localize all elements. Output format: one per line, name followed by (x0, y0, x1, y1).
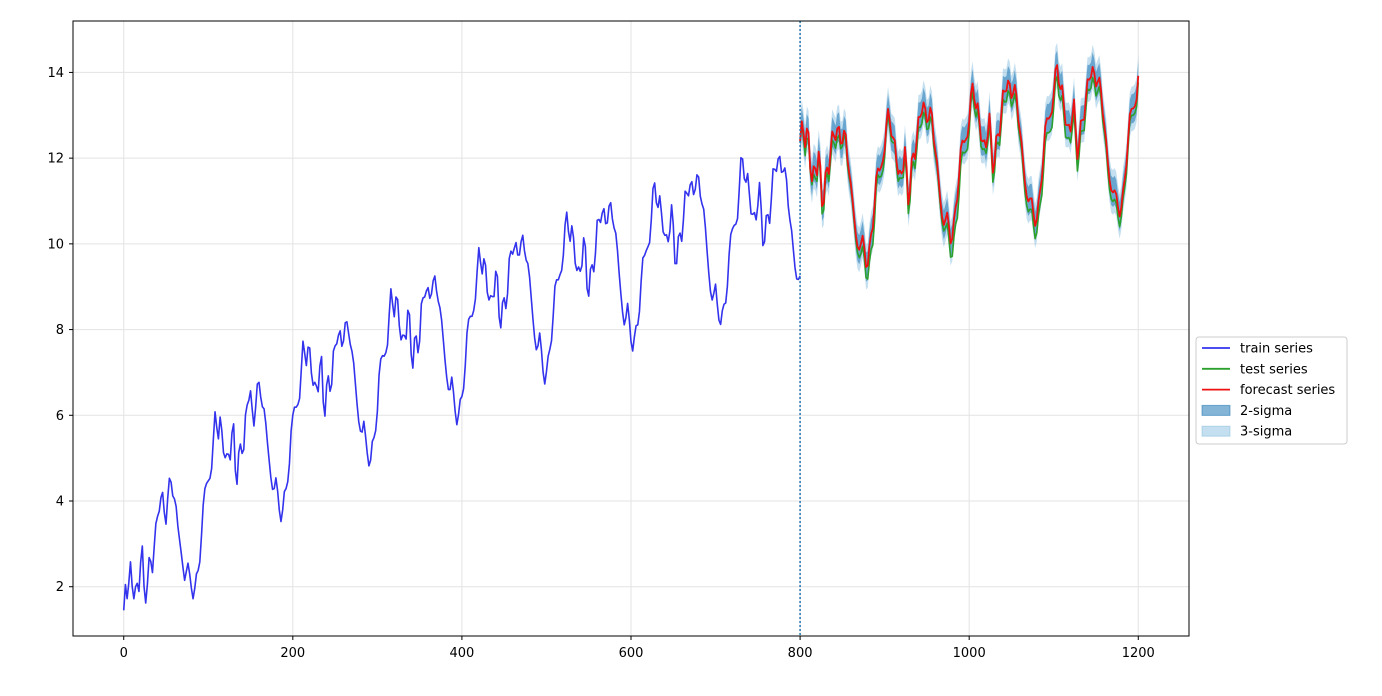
train-series-line (122, 155, 801, 611)
y-tick-label: 8 (56, 323, 64, 338)
y-tick-label: 14 (47, 66, 64, 81)
legend-two-sigma-label: 2-sigma (1240, 404, 1292, 419)
series-lines (122, 64, 1140, 611)
forecast-series-line (799, 64, 1140, 268)
x-tick-label: 1200 (1122, 646, 1155, 661)
x-axis: 0 200 400 600 800 1000 1200 (120, 636, 1155, 661)
y-tick-label: 12 (47, 152, 64, 167)
y-tick-label: 10 (47, 237, 64, 252)
legend-two-sigma-swatch (1201, 404, 1231, 416)
legend-three-sigma-label: 3-sigma (1240, 425, 1292, 440)
legend: train series test series forecast series 2-… (1195, 336, 1348, 445)
x-tick-label: 200 (280, 646, 305, 661)
x-tick-label: 800 (788, 646, 813, 661)
legend-test-label: test series (1240, 362, 1308, 377)
x-tick-label: 1000 (953, 646, 986, 661)
x-tick-label: 600 (619, 646, 644, 661)
x-tick-label: 400 (449, 646, 474, 661)
grid (73, 21, 1189, 636)
y-tick-label: 4 (56, 495, 64, 510)
legend-train-label: train series (1240, 342, 1313, 357)
y-tick-label: 6 (56, 409, 64, 424)
x-tick-label: 0 (120, 646, 128, 661)
y-tick-label: 2 (56, 580, 64, 595)
legend-forecast-label: forecast series (1240, 383, 1335, 398)
y-axis: 2 4 6 8 10 12 14 (47, 66, 73, 595)
legend-three-sigma-swatch (1201, 425, 1231, 437)
legend-box (1195, 336, 1348, 445)
